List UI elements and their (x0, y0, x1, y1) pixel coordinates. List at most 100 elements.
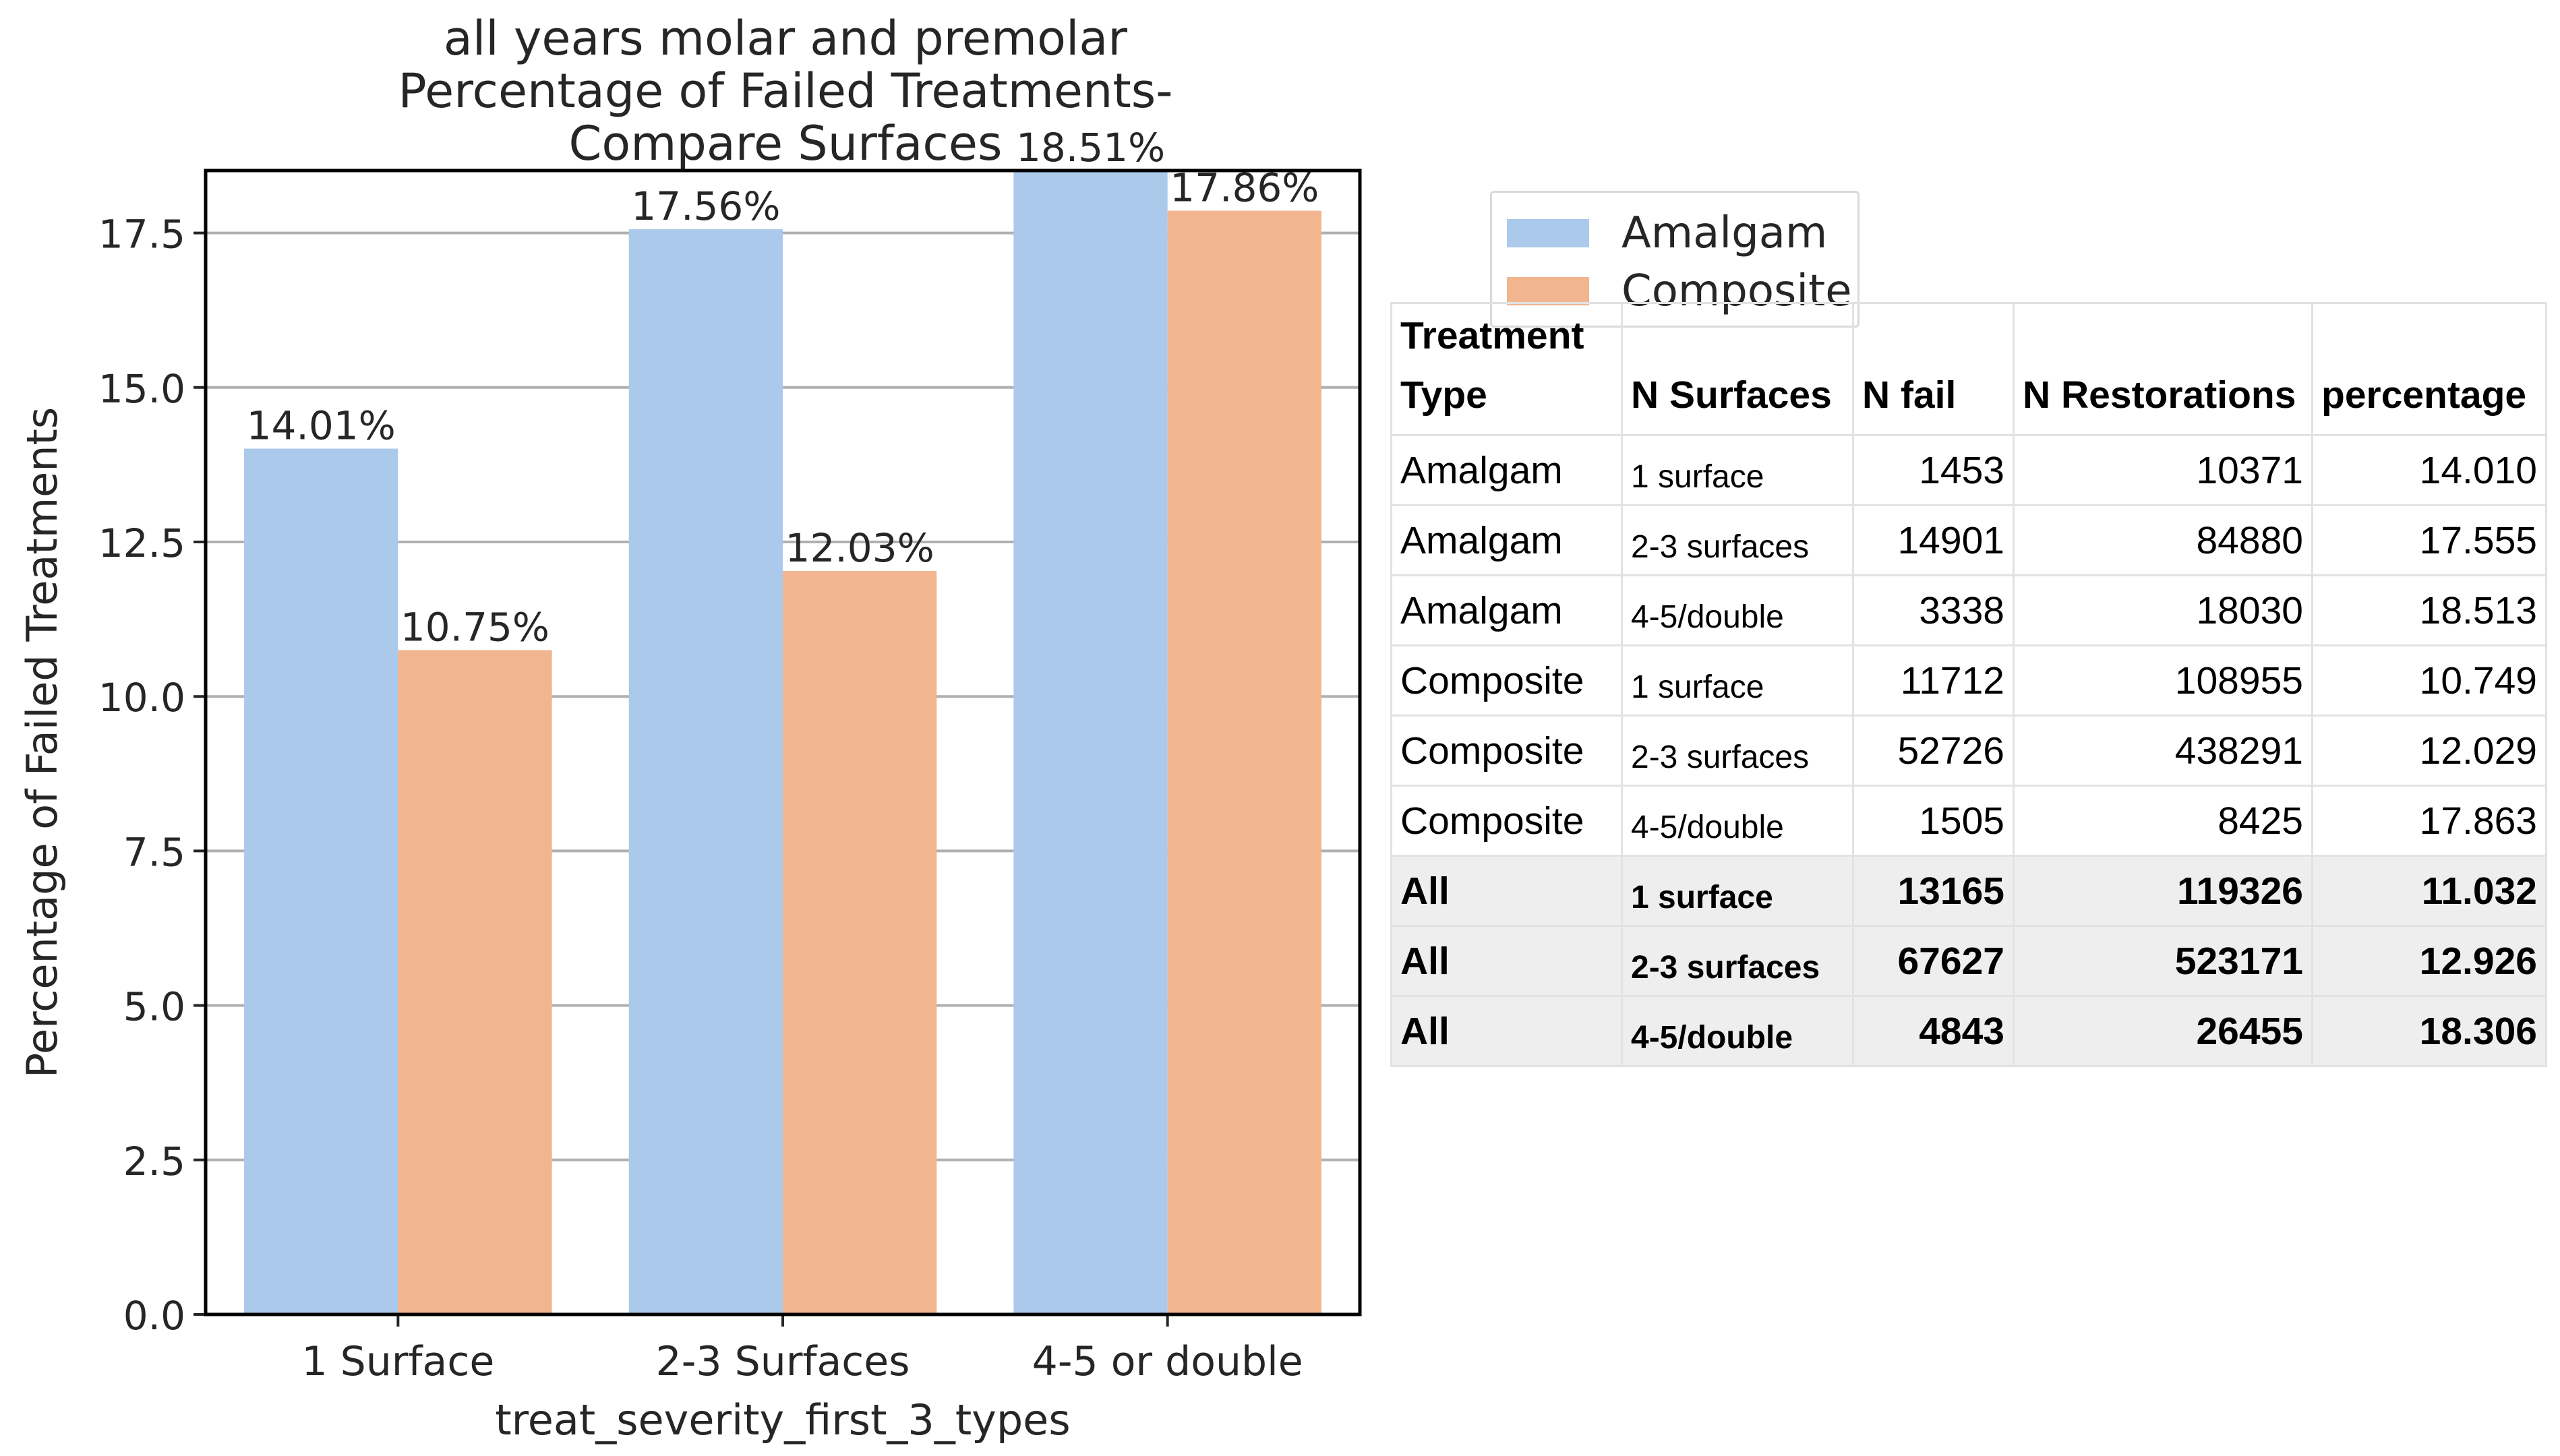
cell-percentage: 10.749 (2311, 644, 2547, 717)
bar (1013, 171, 1168, 1314)
cell-n-fail: 3338 (1852, 574, 2015, 646)
table-row: Amalgam 4-5/double 3338 18030 18.513 (1390, 574, 2547, 646)
table-body: Amalgam 1 surface 1453 10371 14.010 Amalgam 2-… (1390, 434, 2547, 1067)
bar-value-label: 12.03% (785, 525, 934, 571)
cell-n-surfaces: 1 surface (1621, 855, 1854, 927)
cell-n-restorations: 438291 (2013, 715, 2313, 787)
bars (244, 171, 1321, 1315)
y-tick-label: 15.0 (98, 366, 185, 412)
cell-n-fail: 13165 (1852, 855, 2015, 927)
legend-swatch-amalgam (1507, 219, 1589, 247)
x-tick-label: 2-3 Surfaces (656, 1338, 910, 1385)
header-label: Treatment Type (1400, 314, 1584, 417)
x-tick-label: 4-5 or double (1032, 1338, 1303, 1385)
cell-n-restorations: 108955 (2013, 644, 2313, 717)
cell-n-fail: 1453 (1852, 434, 2015, 506)
y-axis-label: Percentage of Failed Treatments (18, 407, 67, 1078)
y-tick-label: 7.5 (123, 829, 185, 875)
cell-percentage: 12.029 (2311, 715, 2547, 787)
table-header-row: Treatment Type N Surfaces N fail N Resto… (1390, 302, 2547, 436)
bar-value-labels: 14.01% 10.75% 17.56% 12.03% 18.51%17.86% (247, 125, 1319, 650)
cell-treatment-type: Amalgam (1390, 434, 1623, 506)
y-tick-label: 0.0 (123, 1293, 185, 1339)
bar-value-label: 17.56% (631, 183, 780, 229)
table-row: Amalgam 2-3 surfaces 14901 84880 17.555 (1390, 504, 2547, 576)
header-treatment-type: Treatment Type (1390, 302, 1623, 436)
results-table: Treatment Type N Surfaces N fail N Resto… (1390, 302, 2547, 1067)
cell-n-restorations: 84880 (2013, 504, 2313, 576)
bar-chart: 14.01% 10.75% 17.56% 12.03% 18.51%17.86% 0.0… (18, 125, 1362, 1445)
table-row: Composite 4-5/double 1505 8425 17.863 (1390, 785, 2547, 857)
cell-n-restorations: 18030 (2013, 574, 2313, 646)
cell-n-restorations: 8425 (2013, 785, 2313, 857)
plot-frame (204, 169, 1362, 1316)
cell-n-fail: 67627 (1852, 925, 2015, 997)
table-row: All 1 surface 13165 119326 11.032 (1390, 855, 2547, 927)
chart-title-line-2: Percentage of Failed Treatments- (398, 63, 1173, 119)
table-row: Composite 1 surface 11712 108955 10.749 (1390, 644, 2547, 717)
cell-treatment-type: All (1390, 995, 1623, 1067)
cell-percentage: 17.863 (2311, 785, 2547, 857)
cell-n-restorations: 523171 (2013, 925, 2313, 997)
y-tick-label: 2.5 (123, 1139, 185, 1184)
legend-item-amalgam: Amalgam (1507, 206, 1827, 260)
cell-n-fail: 14901 (1852, 504, 2015, 576)
bar (244, 448, 398, 1314)
cell-percentage: 12.926 (2311, 925, 2547, 997)
cell-percentage: 11.032 (2311, 855, 2547, 927)
cell-n-restorations: 119326 (2013, 855, 2313, 927)
cell-treatment-type: Composite (1390, 715, 1623, 787)
header-percentage: percentage (2311, 302, 2547, 436)
table-row: All 2-3 surfaces 67627 523171 12.926 (1390, 925, 2547, 997)
cell-n-surfaces: 2-3 surfaces (1621, 715, 1854, 787)
table-row: All 4-5/double 4843 26455 18.306 (1390, 995, 2547, 1067)
legend-label-amalgam: Amalgam (1621, 208, 1828, 258)
bar-value-label: 18.51% (1016, 125, 1165, 171)
cell-treatment-type: Composite (1390, 644, 1623, 717)
y-tick-label: 5.0 (123, 984, 185, 1030)
cell-percentage: 18.306 (2311, 995, 2547, 1067)
cell-n-surfaces: 4-5/double (1621, 995, 1854, 1067)
cell-n-surfaces: 2-3 surfaces (1621, 504, 1854, 576)
cell-percentage: 14.010 (2311, 434, 2547, 506)
x-axis-label: treat_severity_first_3_types (495, 1395, 1070, 1445)
cell-n-fail: 11712 (1852, 644, 2015, 717)
bar-value-label: 10.75% (400, 604, 549, 650)
cell-percentage: 17.555 (2311, 504, 2547, 576)
cell-n-restorations: 10371 (2013, 434, 2313, 506)
table-row: Amalgam 1 surface 1453 10371 14.010 (1390, 434, 2547, 506)
cell-n-surfaces: 1 surface (1621, 644, 1854, 717)
y-tick-label: 12.5 (98, 520, 185, 566)
cell-treatment-type: Composite (1390, 785, 1623, 857)
cell-n-surfaces: 4-5/double (1621, 574, 1854, 646)
cell-n-fail: 52726 (1852, 715, 2015, 787)
chart-title-line-1: all years molar and premolar (443, 11, 1128, 66)
y-tick-label: 10.0 (98, 675, 185, 721)
bar-value-label: 14.01% (247, 403, 396, 449)
cell-treatment-type: All (1390, 925, 1623, 997)
y-tick-label: 17.5 (98, 212, 185, 257)
cell-n-surfaces: 4-5/double (1621, 785, 1854, 857)
table-row: Composite 2-3 surfaces 52726 438291 12.029 (1390, 715, 2547, 787)
bar (783, 571, 937, 1314)
x-tick-label: 1 Surface (301, 1338, 494, 1385)
cell-n-fail: 1505 (1852, 785, 2015, 857)
bar (1167, 210, 1321, 1315)
cell-treatment-type: Amalgam (1390, 574, 1623, 646)
axes: 0.0 2.5 5.0 7.5 10.0 12.5 15.0 17.5 1 Surface 2-3… (18, 169, 1362, 1445)
header-n-surfaces: N Surfaces (1621, 302, 1854, 436)
cell-n-surfaces: 1 surface (1621, 434, 1854, 506)
bar (628, 229, 783, 1314)
cell-treatment-type: Amalgam (1390, 504, 1623, 576)
results-table-container: Treatment Type N Surfaces N fail N Resto… (1390, 302, 2547, 1067)
chart-title-line-3: Compare Surfaces (568, 116, 1003, 171)
cell-percentage: 18.513 (2311, 574, 2547, 646)
bar-value-label: 17.86% (1170, 165, 1319, 211)
cell-n-surfaces: 2-3 surfaces (1621, 925, 1854, 997)
header-n-fail: N fail (1852, 302, 2015, 436)
chart-title: all years molar and premolar Percentage … (206, 12, 1365, 170)
cell-n-fail: 4843 (1852, 995, 2015, 1067)
header-n-restorations: N Restorations (2013, 302, 2313, 436)
cell-n-restorations: 26455 (2013, 995, 2313, 1067)
legend-swatch-composite (1507, 277, 1589, 305)
